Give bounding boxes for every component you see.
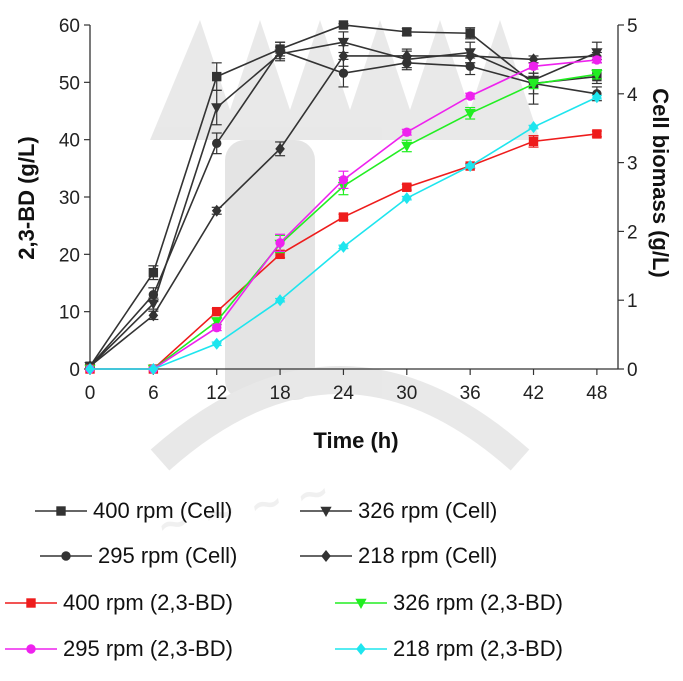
data-point (211, 204, 222, 217)
legend-swatch-marker (56, 506, 66, 516)
x-tick-label: 48 (586, 383, 607, 404)
legend-label: 400 rpm (Cell) (93, 498, 232, 523)
data-point (338, 212, 349, 222)
series-218-rpm-2-3-bd (85, 91, 602, 376)
y-right-tick-label: 3 (627, 154, 638, 175)
legend-item-218-rpm-2-3-bd: 218 rpm (2,3-BD) (335, 636, 563, 661)
data-point (528, 61, 539, 71)
legend-swatch-marker (321, 549, 331, 563)
y-right-tick-label: 5 (627, 16, 638, 37)
y-left-tick-label: 0 (69, 360, 80, 381)
data-point (402, 127, 412, 137)
data-point (527, 79, 540, 91)
y-right-tick-label: 0 (627, 360, 638, 381)
y-left-tick-label: 40 (59, 131, 80, 152)
data-point (148, 309, 159, 322)
y-axis-right-title: Cell biomass (g/L) (648, 88, 673, 277)
data-point (592, 91, 602, 104)
legend-item-400-rpm-cell: 400 rpm (Cell) (35, 498, 232, 523)
data-point (338, 175, 349, 185)
data-point (338, 20, 349, 30)
data-point (401, 49, 412, 62)
legend-swatch-marker (355, 598, 367, 609)
data-point (212, 323, 222, 333)
data-point (211, 103, 223, 114)
data-point (338, 240, 349, 253)
x-tick-label: 24 (333, 383, 355, 404)
data-point (275, 238, 285, 248)
data-point (85, 362, 95, 376)
data-point (148, 362, 159, 376)
data-point (275, 45, 285, 56)
legend-swatch-marker (26, 598, 36, 608)
data-point (212, 138, 222, 149)
y-right-tick-label: 2 (627, 222, 638, 243)
data-point (591, 70, 603, 81)
data-point (528, 121, 539, 134)
data-point (337, 37, 350, 49)
legend-label: 326 rpm (2,3-BD) (393, 590, 563, 615)
data-point (338, 68, 349, 78)
x-tick-label: 12 (206, 383, 227, 404)
data-point (464, 109, 476, 120)
data-point (211, 337, 222, 350)
legend-item-218-rpm-cell: 218 rpm (Cell) (300, 543, 497, 568)
legend-item-295-rpm-cell: 295 rpm (Cell) (40, 543, 237, 568)
data-point (338, 49, 349, 62)
legend-label: 400 rpm (2,3-BD) (63, 590, 233, 615)
y-right-tick-label: 4 (627, 85, 638, 106)
data-point (148, 267, 159, 278)
data-point (275, 142, 285, 155)
legend-swatch-marker (26, 644, 36, 654)
data-point (275, 294, 285, 307)
legend-item-326-rpm-2-3-bd: 326 rpm (2,3-BD) (335, 590, 563, 615)
series-layer (84, 20, 603, 376)
data-point (211, 317, 223, 328)
legend: 400 rpm (Cell) 326 rpm (Cell) 295 rpm (Cel… (5, 498, 563, 661)
legend-item-295-rpm-2-3-bd: 295 rpm (2,3-BD) (5, 636, 233, 661)
data-point (402, 182, 412, 192)
y-left-tick-label: 10 (59, 303, 80, 324)
data-point (401, 192, 412, 205)
data-point (465, 28, 475, 38)
x-tick-label: 18 (270, 383, 291, 404)
data-point (401, 141, 413, 152)
x-tick-label: 42 (523, 383, 544, 404)
x-tick-label: 30 (396, 383, 417, 404)
y-left-tick-label: 30 (59, 188, 80, 209)
y-left-tick-label: 20 (59, 245, 80, 266)
data-point (465, 49, 475, 62)
x-tick-label: 0 (85, 383, 96, 404)
legend-label: 326 rpm (Cell) (358, 498, 497, 523)
legend-label: 295 rpm (2,3-BD) (63, 636, 233, 661)
legend-swatch-marker (61, 551, 71, 561)
legend-label: 295 rpm (Cell) (98, 543, 237, 568)
legend-item-400-rpm-2-3-bd: 400 rpm (2,3-BD) (5, 590, 233, 615)
y-left-tick-label: 60 (59, 16, 80, 37)
data-point (212, 71, 222, 82)
legend-item-326-rpm-cell: 326 rpm (Cell) (300, 498, 497, 523)
x-axis-title: Time (h) (313, 428, 398, 453)
legend-label: 218 rpm (Cell) (358, 543, 497, 568)
legend-swatch-marker (320, 506, 332, 517)
legend-swatch-marker (356, 642, 366, 656)
legend-label: 218 rpm (2,3-BD) (393, 636, 563, 661)
data-point (148, 289, 159, 300)
data-point (402, 27, 412, 37)
y-axis-left-title: 2,3-BD (g/L) (14, 136, 39, 259)
x-tick-label: 36 (460, 383, 481, 404)
data-point (592, 129, 602, 139)
y-left-tick-label: 50 (59, 73, 80, 94)
data-point (465, 91, 475, 101)
data-point (528, 136, 539, 147)
data-point (592, 55, 602, 65)
y-right-tick-label: 1 (627, 291, 638, 312)
x-tick-label: 6 (148, 383, 159, 404)
data-point (465, 160, 475, 173)
data-point (212, 306, 222, 317)
